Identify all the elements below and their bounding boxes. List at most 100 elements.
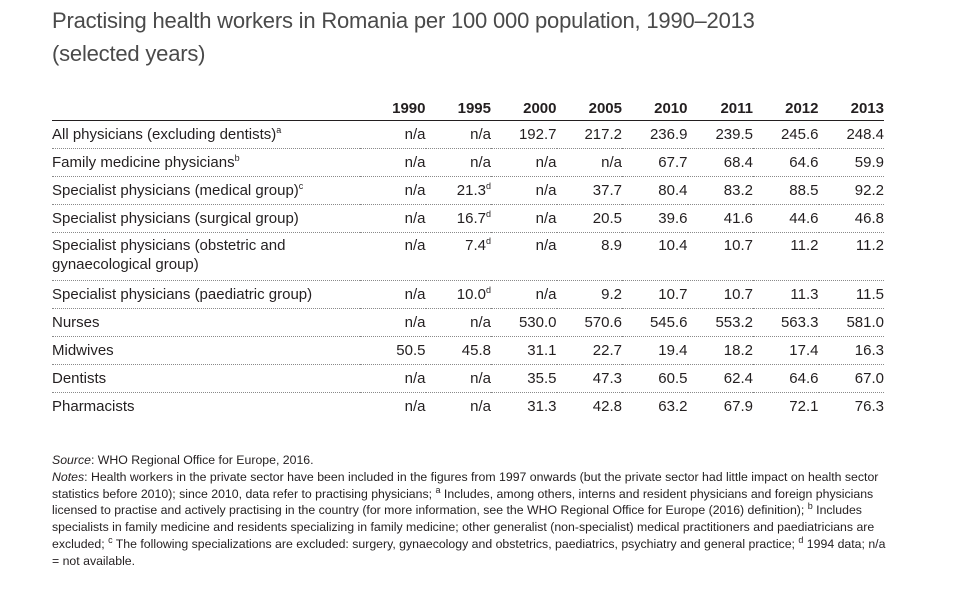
table-cell: 11.2 — [753, 232, 819, 281]
table-cell: 31.3 — [491, 393, 556, 421]
note-mark: d — [798, 534, 804, 545]
table-cell: 44.6 — [753, 204, 819, 233]
row-label-text: Specialist physicians (surgical group) — [52, 210, 299, 227]
cell-value: 563.3 — [780, 314, 819, 331]
source-text: : WHO Regional Office for Europe, 2016. — [90, 453, 314, 467]
table-cell: 16.7d — [425, 204, 491, 233]
row-label: Specialist physicians (surgical group) — [52, 204, 360, 233]
notes-label: Notes — [52, 469, 85, 484]
table-cell: 11.3 — [753, 280, 819, 309]
footnote-mark: d — [485, 181, 491, 191]
cell-value: 67.7 — [658, 154, 688, 171]
title-line-2: (selected years) — [52, 41, 206, 66]
source-line: Source: WHO Regional Office for Europe, … — [52, 452, 892, 469]
page-title: Practising health workers in Romania per… — [52, 4, 932, 70]
row-label-text: Nurses — [52, 314, 100, 331]
cell-value: 553.2 — [715, 314, 753, 331]
footnote-mark: d — [485, 285, 491, 295]
table-cell: 7.4d — [425, 232, 491, 281]
footnote-mark: b — [234, 153, 240, 163]
cell-value: 41.6 — [723, 210, 753, 227]
cell-value: 11.2 — [790, 237, 819, 254]
table-cell: 68.4 — [687, 148, 753, 177]
cell-value: n/a — [535, 237, 557, 254]
table-cell: 10.7 — [622, 280, 688, 309]
table-cell: 581.0 — [818, 308, 884, 337]
table-row: Nurses n/a n/a 530.0 570.6 545.6 553.2 563.3 581… — [52, 308, 884, 337]
table-cell: 37.7 — [556, 176, 622, 205]
table-cell: 67.9 — [688, 393, 753, 421]
table-cell: n/a — [491, 176, 557, 205]
row-label: Specialist physicians (medical group)c — [52, 176, 360, 205]
table-cell: n/a — [556, 148, 622, 177]
table-cell: 248.4 — [818, 120, 884, 149]
cell-value: 10.7 — [723, 237, 753, 254]
cell-value: 19.4 — [658, 342, 688, 359]
cell-value: 7.4 — [465, 237, 486, 254]
table-cell: 67.7 — [622, 148, 688, 177]
table-cell: 64.6 — [753, 364, 819, 393]
row-label: Dentists — [52, 364, 360, 393]
row-label-text: Specialist physicians (paediatric group) — [52, 286, 313, 303]
table-cell: 64.6 — [753, 148, 819, 177]
row-label-text: Midwives — [52, 342, 114, 359]
table-row: Specialist physicians (paediatric group)… — [52, 280, 884, 309]
footnote-mark: d — [485, 236, 491, 246]
table-cell: 88.5 — [753, 176, 819, 205]
table-cell: 50.5 — [360, 336, 426, 365]
table-cell: 192.7 — [491, 120, 557, 149]
table-cell: n/a — [425, 120, 491, 149]
table-cell: 17.4 — [753, 336, 819, 365]
health-workers-table-container: 1990 1995 2000 2005 2010 2011 2012 2013 … — [52, 95, 884, 420]
note-mark: a — [435, 484, 441, 495]
table-cell: n/a — [491, 232, 557, 281]
cell-value: n/a — [470, 314, 491, 331]
row-label: Specialist physicians (paediatric group) — [52, 280, 360, 309]
cell-value: 16.7 — [456, 210, 486, 227]
footnote-mark: d — [485, 209, 491, 219]
cell-value: 17.4 — [789, 342, 819, 359]
year-header: 2012 — [753, 95, 819, 121]
table-cell: 21.3d — [425, 176, 491, 205]
cell-value: 11.3 — [790, 286, 819, 303]
table-cell: 39.6 — [622, 204, 688, 233]
cell-value: 45.8 — [461, 342, 491, 359]
cell-value: n/a — [404, 237, 426, 254]
row-label: Pharmacists — [52, 393, 360, 421]
cell-value: 570.6 — [584, 314, 622, 331]
row-label-text: Specialist physicians (medical group) — [52, 182, 299, 199]
health-workers-table: 1990 1995 2000 2005 2010 2011 2012 2013 … — [52, 95, 884, 420]
year-header: 2005 — [556, 95, 622, 121]
table-cell: 22.7 — [556, 336, 622, 365]
row-label: Specialist physicians (obstetric and gyn… — [52, 232, 360, 281]
cell-value: n/a — [404, 370, 426, 387]
table-cell: n/a — [360, 364, 426, 393]
table-cell: 63.2 — [622, 393, 687, 421]
table-cell: 10.0d — [425, 280, 491, 309]
table-cell: n/a — [491, 280, 557, 309]
cell-value: 530.0 — [518, 314, 557, 331]
table-cell: 11.2 — [818, 232, 884, 281]
table-cell: 570.6 — [556, 308, 622, 337]
cell-value: 31.1 — [527, 342, 557, 359]
cell-value: 59.9 — [854, 154, 884, 171]
cell-value: 20.5 — [592, 210, 622, 227]
table-row: Family medicine physiciansb n/a n/a n/a n/a 6… — [52, 148, 884, 177]
notes-text: Includes specialists in family medicine … — [52, 503, 875, 551]
table-row: Specialist physicians (obstetric and gyn… — [52, 232, 884, 281]
notes-text: Includes, among others, interns and resi… — [52, 486, 874, 518]
label-column-header — [52, 95, 360, 121]
cell-value: 64.6 — [789, 370, 819, 387]
row-label-text: Specialist physicians (obstetric and gyn… — [52, 237, 286, 273]
cell-value: 46.8 — [854, 210, 884, 227]
cell-value: n/a — [601, 154, 622, 171]
cell-value: 8.9 — [601, 237, 622, 254]
table-cell: 41.6 — [687, 204, 753, 233]
cell-value: 11.2 — [855, 237, 884, 254]
notes-text: 1994 data; n/a = not available. — [52, 536, 886, 568]
table-cell: 10.7 — [687, 232, 753, 281]
cell-value: 9.2 — [601, 286, 622, 303]
cell-value: 88.5 — [789, 182, 819, 199]
table-cell: 31.1 — [491, 336, 557, 365]
table-cell: 239.5 — [687, 120, 753, 149]
